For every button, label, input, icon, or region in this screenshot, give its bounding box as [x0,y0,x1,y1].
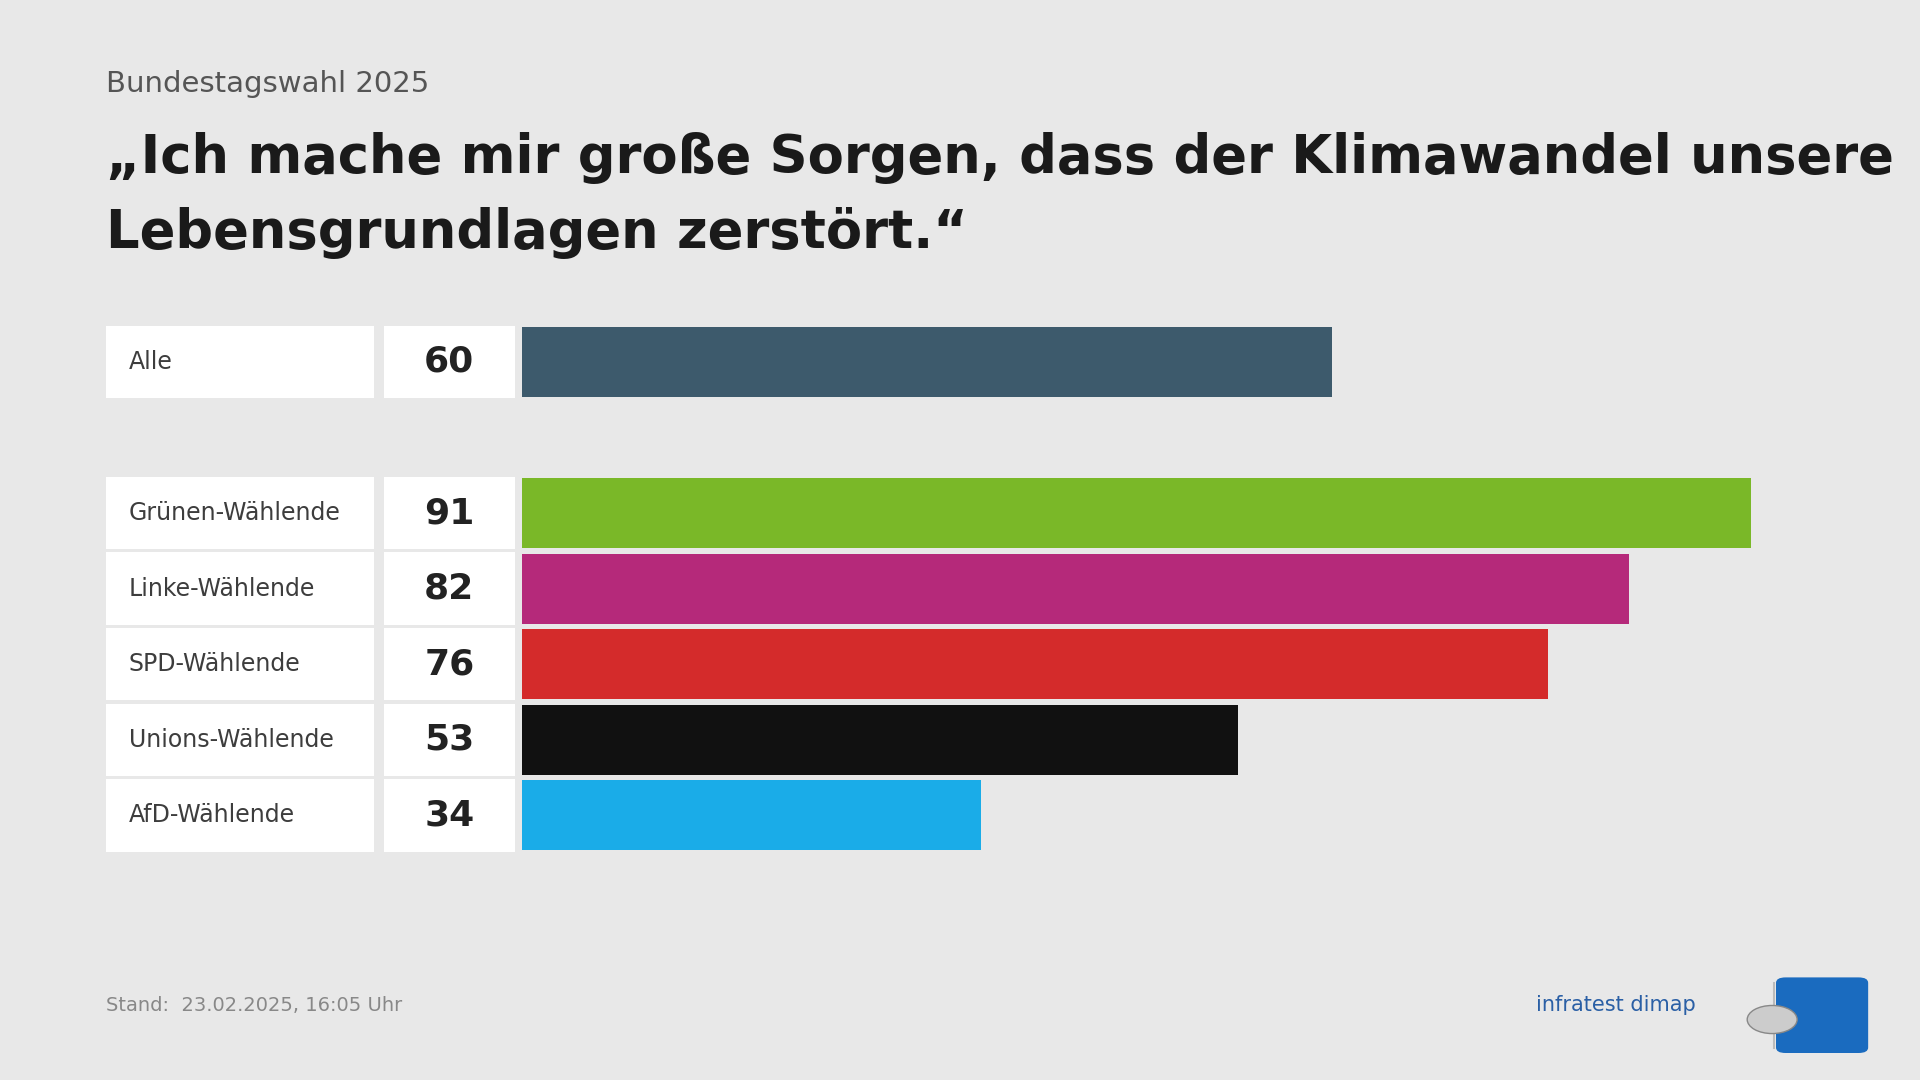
Text: 76: 76 [424,647,474,681]
Text: 91: 91 [424,496,474,530]
Text: SPD-Wählende: SPD-Wählende [129,652,300,676]
Text: Stand:  23.02.2025, 16:05 Uhr: Stand: 23.02.2025, 16:05 Uhr [106,996,401,1015]
Text: Alle: Alle [129,350,173,374]
Text: 60: 60 [424,345,474,379]
Text: 53: 53 [424,723,474,757]
Text: Grünen-Wählende: Grünen-Wählende [129,501,340,525]
Text: infratest dimap: infratest dimap [1536,995,1695,1015]
Text: Unions-Wählende: Unions-Wählende [129,728,334,752]
Text: 82: 82 [424,571,474,606]
Text: Lebensgrundlagen zerstört.“: Lebensgrundlagen zerstört.“ [106,207,968,259]
Text: Bundestagswahl 2025: Bundestagswahl 2025 [106,70,428,98]
Text: 34: 34 [424,798,474,833]
Text: Linke-Wählende: Linke-Wählende [129,577,315,600]
Text: AfD-Wählende: AfD-Wählende [129,804,296,827]
Text: „Ich mache mir große Sorgen, dass der Klimawandel unsere: „Ich mache mir große Sorgen, dass der Kl… [106,132,1893,184]
